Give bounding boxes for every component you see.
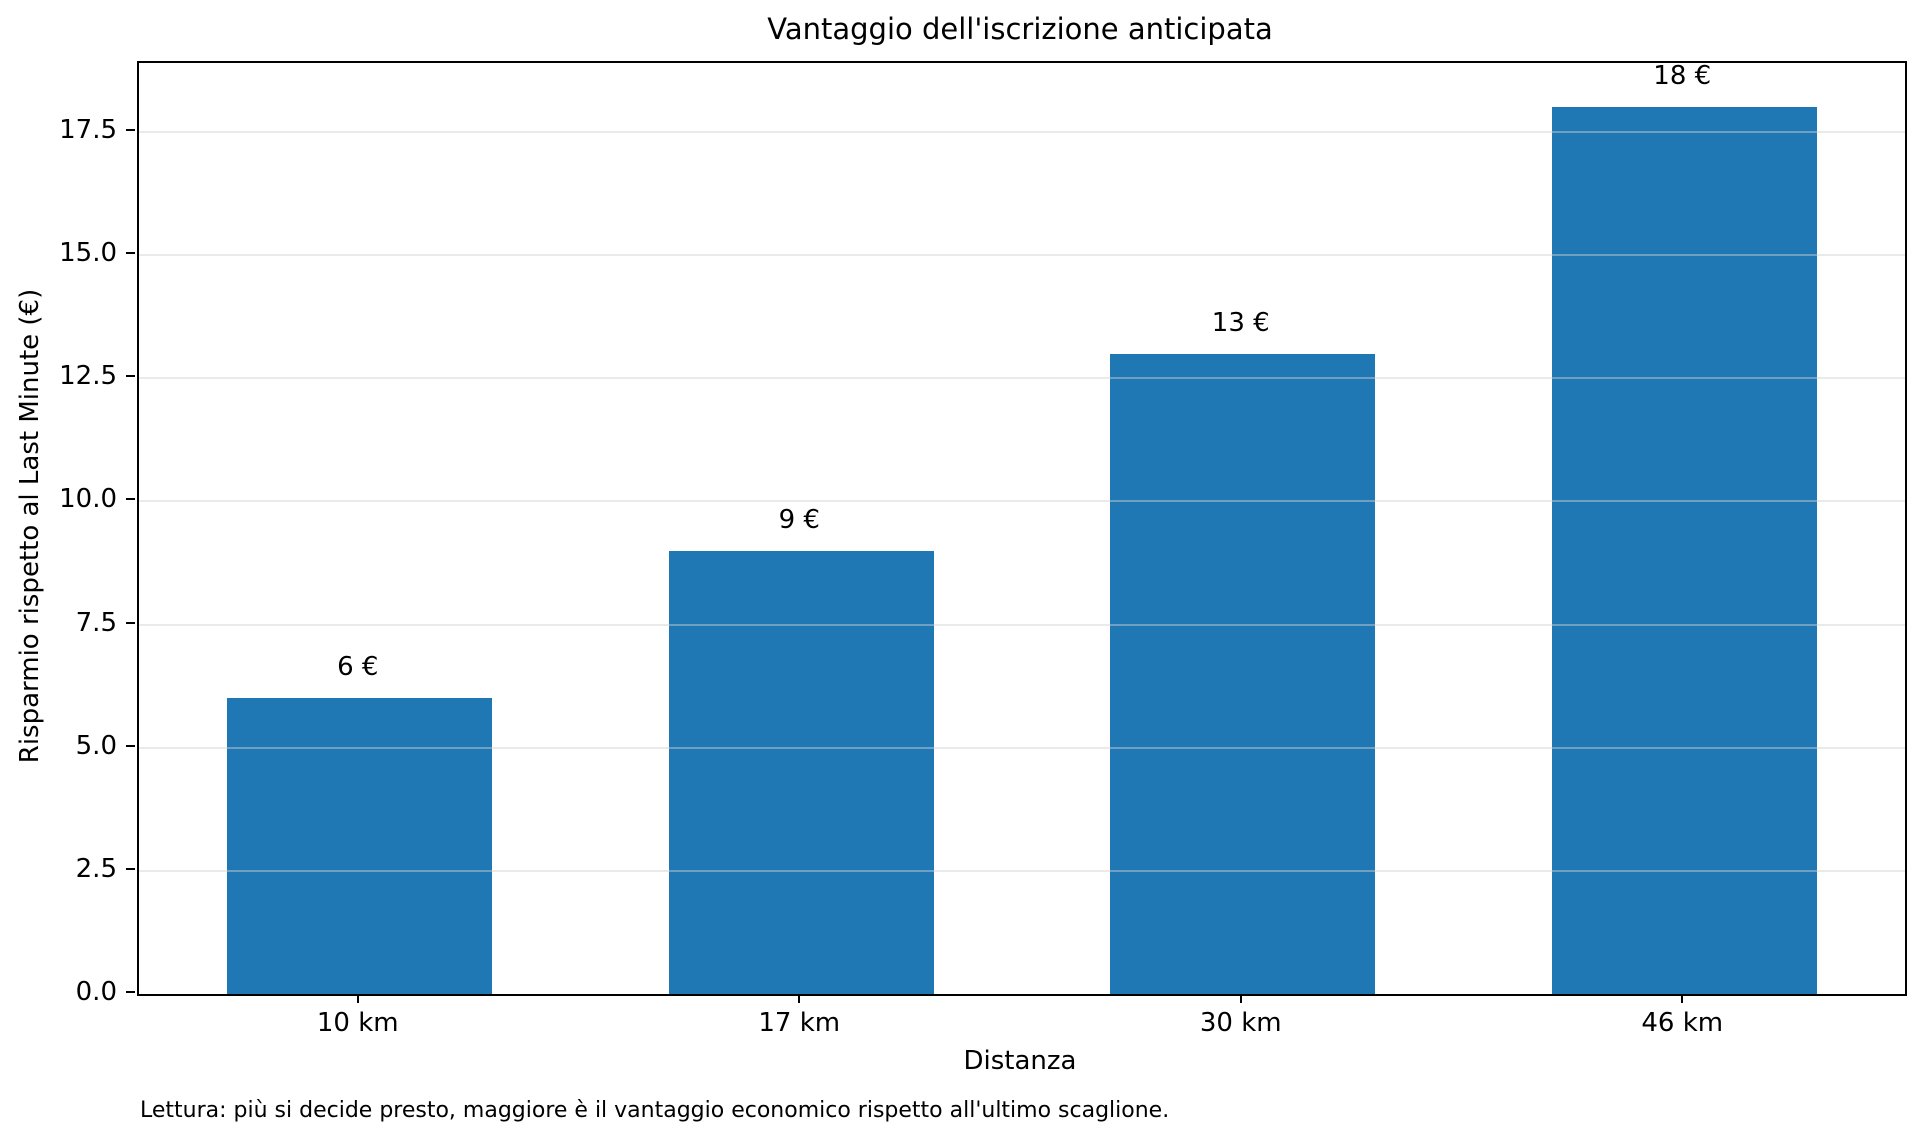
x-tick-mark xyxy=(1239,994,1242,1003)
bar-value-label: 18 € xyxy=(1653,61,1712,92)
plot-area xyxy=(137,61,1907,996)
gridline xyxy=(139,869,1905,872)
x-tick-mark xyxy=(798,994,801,1003)
y-axis-label: Risparmio rispetto al Last Minute (€) xyxy=(15,288,45,764)
y-tick-mark xyxy=(126,498,135,501)
y-tick-label: 2.5 xyxy=(75,853,117,884)
bar xyxy=(227,698,493,994)
y-tick-label: 12.5 xyxy=(59,361,117,392)
gridline xyxy=(139,254,1905,257)
y-tick-mark xyxy=(126,744,135,747)
y-tick-mark xyxy=(126,991,135,993)
x-tick-mark xyxy=(356,994,359,1003)
y-tick-label: 17.5 xyxy=(59,114,117,145)
bar-value-label: 6 € xyxy=(337,652,379,683)
y-tick-mark xyxy=(126,375,135,378)
gridline xyxy=(139,377,1905,380)
bar-value-label: 9 € xyxy=(778,504,820,535)
x-tick-label: 30 km xyxy=(1199,1008,1282,1038)
x-axis-label: Distanza xyxy=(963,1046,1077,1076)
gridline xyxy=(139,500,1905,503)
y-tick-mark xyxy=(126,128,135,131)
gridline xyxy=(139,623,1905,626)
gridline xyxy=(139,746,1905,749)
y-tick-label: 0.0 xyxy=(75,977,117,1007)
y-tick-label: 15.0 xyxy=(59,238,117,269)
y-tick-mark xyxy=(126,252,135,255)
footer-note: Lettura: più si decide presto, maggiore … xyxy=(140,1098,1170,1123)
bar xyxy=(668,550,934,994)
chart-title: Vantaggio dell'iscrizione anticipata xyxy=(767,12,1273,46)
bar xyxy=(1110,353,1376,994)
y-tick-mark xyxy=(126,621,135,624)
x-tick-label: 46 km xyxy=(1641,1008,1724,1038)
y-tick-mark xyxy=(126,867,135,870)
y-tick-label: 10.0 xyxy=(59,484,117,515)
bar-value-label: 13 € xyxy=(1211,307,1270,338)
y-tick-label: 7.5 xyxy=(75,607,117,638)
y-tick-label: 5.0 xyxy=(75,730,117,761)
bar xyxy=(1551,107,1817,994)
gridline xyxy=(139,130,1905,133)
x-tick-mark xyxy=(1681,994,1684,1003)
x-tick-label: 10 km xyxy=(316,1008,399,1038)
x-tick-label: 17 km xyxy=(758,1008,841,1038)
